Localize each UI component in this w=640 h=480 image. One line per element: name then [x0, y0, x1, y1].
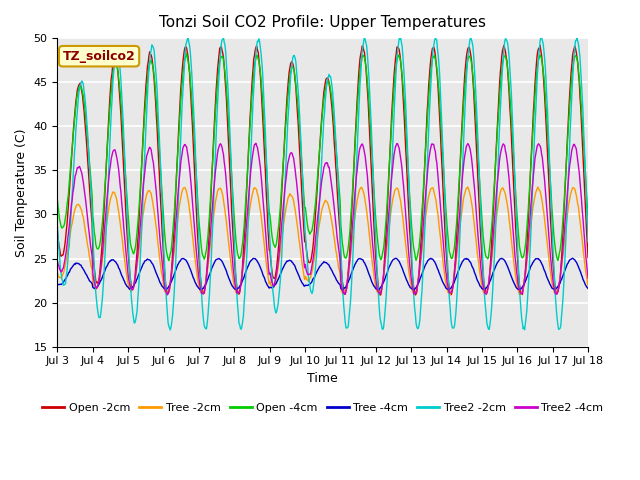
Tree2 -2cm	[404, 158, 412, 164]
Line: Tree -2cm: Tree -2cm	[58, 187, 588, 295]
Legend: Open -2cm, Tree -2cm, Open -4cm, Tree -4cm, Tree2 -2cm, Tree2 -4cm: Open -2cm, Tree -2cm, Open -4cm, Tree -4…	[38, 398, 607, 418]
Open -2cm	[63, 222, 71, 228]
Tree -2cm	[54, 270, 61, 276]
Tree -4cm	[374, 287, 382, 293]
Tree2 -4cm	[164, 292, 172, 298]
Open -4cm	[404, 164, 412, 170]
Tree2 -4cm	[388, 167, 396, 172]
Line: Open -2cm: Open -2cm	[58, 45, 588, 295]
Tree2 -4cm	[404, 241, 412, 247]
Open -4cm	[201, 254, 209, 260]
Tree -2cm	[63, 253, 71, 259]
Open -4cm	[388, 108, 396, 113]
Open -2cm	[403, 161, 410, 167]
Tree2 -2cm	[388, 146, 396, 152]
Tree2 -2cm	[118, 90, 125, 96]
Tree2 -2cm	[63, 268, 71, 274]
Tree -4cm	[200, 285, 207, 291]
Open -2cm	[584, 255, 592, 261]
Text: TZ_soilco2: TZ_soilco2	[63, 50, 136, 63]
Open -2cm	[412, 292, 419, 298]
Tree -4cm	[403, 278, 411, 284]
Tree -4cm	[172, 268, 179, 274]
Line: Tree2 -4cm: Tree2 -4cm	[58, 144, 588, 295]
Tree -2cm	[387, 208, 395, 214]
Open -4cm	[63, 202, 71, 208]
Tree2 -4cm	[584, 276, 592, 281]
Open -4cm	[183, 51, 191, 57]
Open -2cm	[500, 42, 508, 48]
Tree2 -4cm	[63, 242, 71, 248]
Tree2 -2cm	[172, 248, 180, 253]
Tree -2cm	[584, 283, 592, 289]
Open -4cm	[584, 216, 592, 222]
Tree -2cm	[446, 292, 454, 298]
Tree2 -4cm	[118, 199, 125, 204]
Tree2 -2cm	[200, 323, 208, 329]
Open -2cm	[172, 197, 179, 203]
Tree2 -2cm	[166, 327, 174, 333]
Y-axis label: Soil Temperature (C): Soil Temperature (C)	[15, 128, 28, 257]
Open -4cm	[165, 258, 173, 264]
Tree2 -2cm	[584, 239, 592, 244]
Tree2 -4cm	[172, 214, 180, 220]
Open -4cm	[172, 176, 180, 182]
Tree -4cm	[569, 255, 577, 261]
Tree2 -4cm	[200, 288, 208, 294]
Tree2 -4cm	[54, 258, 61, 264]
Line: Tree -4cm: Tree -4cm	[58, 258, 588, 290]
Open -4cm	[118, 108, 125, 114]
Title: Tonzi Soil CO2 Profile: Upper Temperatures: Tonzi Soil CO2 Profile: Upper Temperatur…	[159, 15, 486, 30]
Tree -2cm	[464, 184, 472, 190]
Tree -4cm	[118, 272, 125, 278]
Tree -2cm	[172, 236, 179, 241]
Tree -4cm	[63, 273, 71, 279]
Open -2cm	[54, 228, 61, 234]
Tree2 -2cm	[54, 224, 61, 229]
Open -2cm	[118, 125, 125, 131]
Line: Open -4cm: Open -4cm	[58, 54, 588, 261]
Open -2cm	[387, 127, 395, 132]
Tree -4cm	[584, 286, 592, 291]
Tree -4cm	[54, 282, 61, 288]
Line: Tree2 -2cm: Tree2 -2cm	[58, 36, 588, 330]
Tree2 -2cm	[360, 34, 368, 39]
Tree -2cm	[200, 289, 207, 295]
Open -2cm	[200, 291, 207, 297]
X-axis label: Time: Time	[307, 372, 338, 385]
Open -4cm	[54, 197, 61, 203]
Tree -2cm	[403, 249, 410, 254]
Tree -2cm	[118, 232, 125, 238]
Tree2 -4cm	[252, 141, 260, 146]
Tree -4cm	[388, 259, 396, 264]
